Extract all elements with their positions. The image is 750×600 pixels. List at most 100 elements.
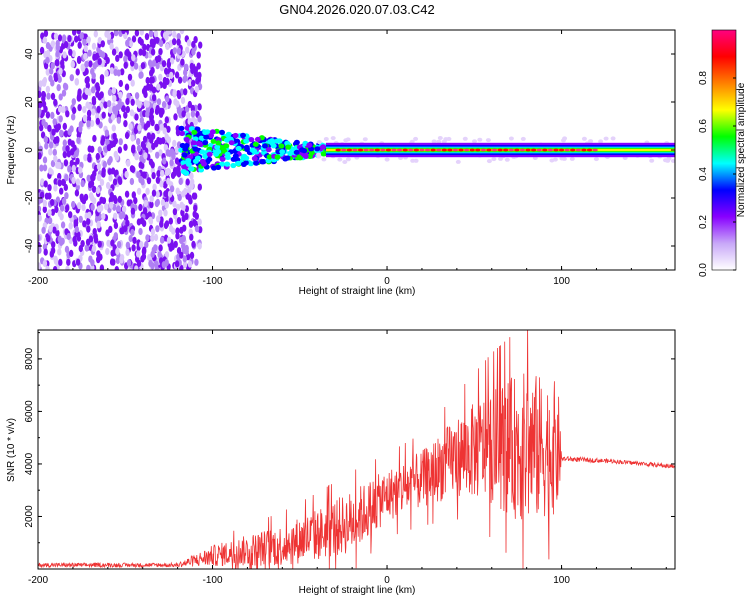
noise-blob	[41, 118, 46, 126]
noise-blob	[93, 233, 98, 241]
noise-blob	[138, 227, 143, 236]
noise-blob	[99, 178, 105, 186]
noise-blob	[60, 221, 66, 229]
noise-blob	[113, 212, 118, 220]
onset-blob	[287, 150, 294, 156]
noise-blob	[153, 244, 158, 252]
noise-blob	[62, 51, 67, 59]
noise-blob	[50, 198, 55, 207]
halo-blob	[498, 156, 503, 161]
onset-blob	[306, 142, 313, 148]
onset-blob	[279, 149, 286, 155]
noise-blob	[40, 109, 45, 117]
noise-blob	[82, 106, 87, 114]
noise-blob	[76, 30, 81, 35]
noise-blob	[40, 178, 45, 186]
noise-blob	[137, 36, 143, 45]
noise-blob	[137, 101, 142, 109]
onset-blob	[219, 145, 226, 152]
noise-blob	[54, 205, 59, 214]
noise-blob	[159, 123, 164, 131]
noise-blob	[193, 118, 198, 126]
noise-blob	[95, 186, 101, 195]
halo-blob	[598, 139, 604, 144]
noise-blob	[191, 48, 196, 56]
y-tick-label: 8000	[24, 347, 35, 370]
onset-blob	[235, 145, 242, 152]
noise-blob	[141, 49, 147, 57]
noise-blob	[124, 170, 129, 179]
noise-blob	[63, 41, 69, 49]
noise-blob	[143, 199, 148, 207]
halo-blob	[342, 160, 348, 164]
noise-blob	[192, 210, 197, 218]
noise-blob	[191, 240, 196, 248]
noise-blob	[189, 172, 194, 180]
noise-blob	[130, 79, 135, 87]
noise-blob	[38, 214, 42, 222]
noise-blob	[162, 157, 167, 165]
noise-blob	[155, 151, 160, 159]
noise-blob	[109, 191, 115, 200]
noise-blob	[156, 136, 161, 145]
carrier-core	[419, 148, 425, 152]
noise-blob	[53, 98, 58, 107]
carrier-core	[525, 148, 531, 152]
noise-blob	[53, 155, 58, 163]
halo-blob	[437, 136, 443, 140]
colorbar-gradient	[712, 30, 736, 270]
carrier-core	[497, 148, 503, 152]
noise-blob	[59, 213, 64, 221]
noise-blob	[160, 198, 166, 207]
noise-blob	[101, 167, 106, 175]
noise-blob	[140, 62, 146, 70]
onset-blob	[251, 155, 258, 162]
noise-blob	[124, 131, 130, 140]
noise-blob	[191, 79, 196, 87]
noise-blob	[127, 73, 133, 81]
carrier-core	[542, 148, 548, 152]
y-tick-label: 40	[24, 48, 35, 60]
noise-blob	[49, 250, 54, 258]
noise-blob	[45, 265, 50, 270]
noise-blob	[95, 152, 101, 161]
noise-blob	[66, 258, 71, 266]
onset-blob	[248, 137, 255, 143]
noise-blob	[145, 110, 150, 118]
halo-blob	[362, 137, 368, 142]
noise-blob	[59, 204, 65, 212]
spectrogram-ylabel: Frequency (Hz)	[6, 116, 17, 185]
noise-blob	[50, 40, 56, 48]
noise-blob	[83, 44, 88, 53]
noise-blob	[123, 61, 128, 69]
noise-blob	[168, 217, 173, 225]
noise-blob	[130, 165, 136, 173]
noise-blob	[64, 192, 69, 200]
noise-blob	[48, 167, 53, 175]
noise-blob	[177, 193, 182, 202]
carrier-core	[346, 148, 353, 152]
noise-blob	[136, 144, 142, 152]
noise-blob	[142, 246, 147, 254]
halo-blob	[649, 158, 655, 163]
onset-blob	[179, 130, 186, 136]
noise-blob	[51, 128, 56, 136]
noise-blob	[151, 142, 156, 151]
noise-blob	[96, 220, 101, 228]
noise-blob	[181, 110, 186, 118]
onset-blob	[183, 136, 190, 143]
noise-blob	[183, 88, 188, 96]
colorbar-tick-label: 0.6	[698, 119, 709, 133]
noise-blob	[166, 136, 172, 144]
onset-blob	[241, 153, 248, 159]
noise-blob	[94, 52, 100, 61]
noise-blob	[86, 217, 91, 226]
noise-blob	[176, 47, 182, 55]
carrier-core	[407, 148, 414, 152]
onset-blob	[191, 129, 198, 135]
noise-blob	[192, 219, 197, 227]
carrier-core	[357, 148, 364, 152]
noise-blob	[62, 145, 67, 153]
noise-blob	[69, 74, 75, 82]
y-tick-label: 2000	[24, 505, 35, 528]
